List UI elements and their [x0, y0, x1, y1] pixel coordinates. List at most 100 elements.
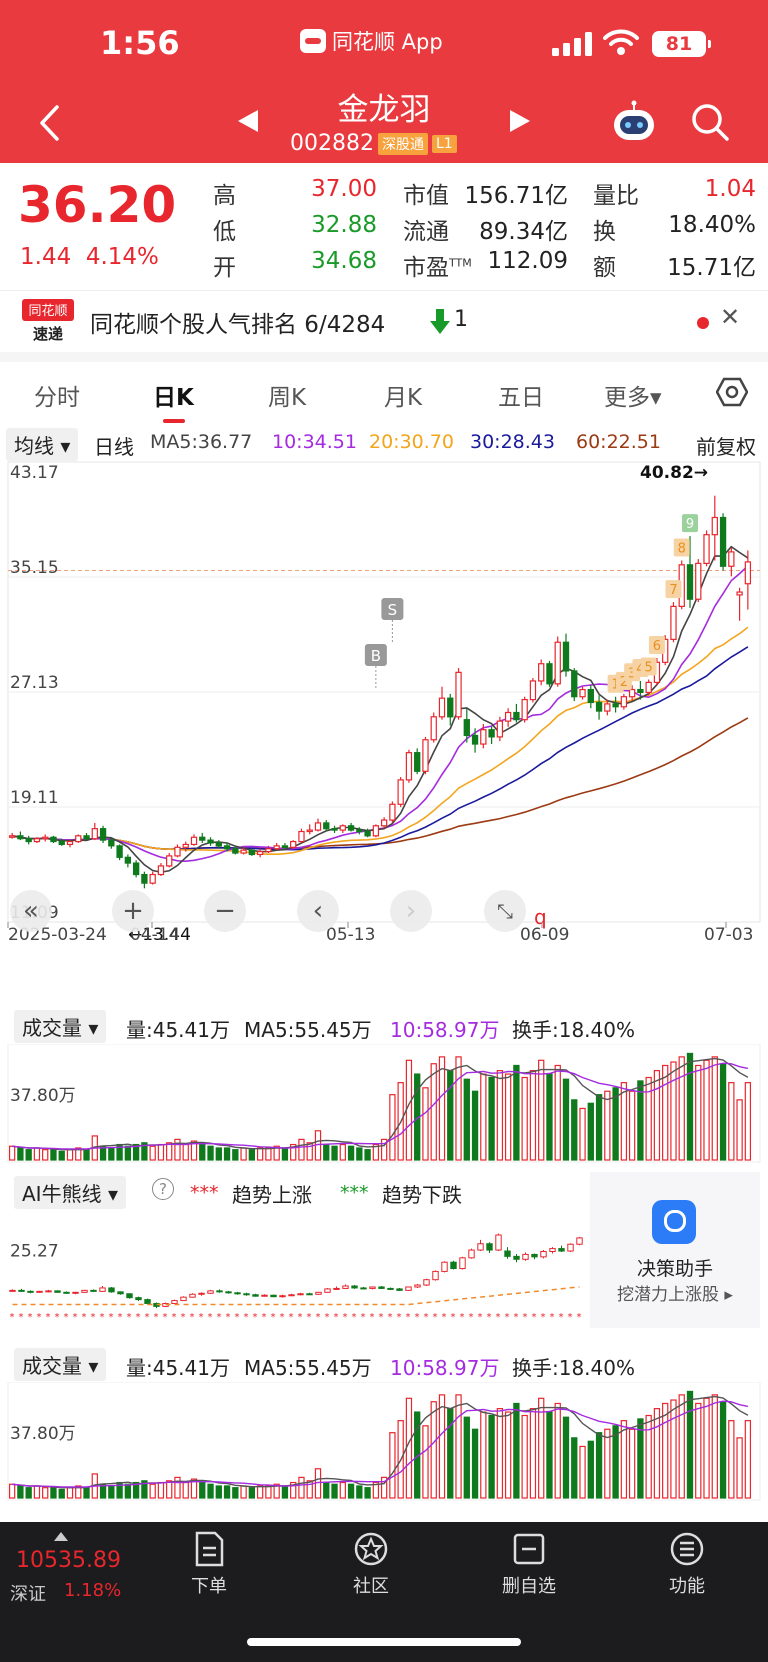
tab-more[interactable]: 更多▾: [604, 385, 662, 411]
nav-order[interactable]: 下单: [164, 1530, 254, 1598]
volume-bar: [612, 1425, 619, 1499]
candle-body: [628, 688, 636, 698]
settings-hex-icon[interactable]: [716, 376, 748, 408]
mcap-value: 156.71亿: [464, 183, 568, 209]
volume-bar: [256, 1485, 264, 1499]
status-time: 1:56: [100, 24, 180, 62]
ai-bull-bear-chart[interactable]: 25.27 * * * * * * * * * * * * * * * * * * * * * * * * * * * * * * * * * * *…: [0, 1210, 590, 1328]
ai-trend-mark: *: [496, 1312, 501, 1323]
nav-functions[interactable]: 功能: [642, 1530, 732, 1598]
nav-community[interactable]: 社区: [326, 1530, 416, 1598]
ai-selector[interactable]: AI牛熊线 ▾: [14, 1176, 126, 1209]
ai-trend-mark: *: [469, 1312, 474, 1323]
ai-candle-body: [81, 1289, 88, 1293]
arrow-down-icon: [430, 309, 450, 334]
ai-trend-mark: *: [91, 1312, 96, 1323]
chart-grid: [8, 570, 760, 808]
app-logo-icon: [300, 29, 326, 53]
decision-assistant-card[interactable]: 决策助手 挖潜力上涨股 ▸: [590, 1172, 760, 1328]
volume-bar: [323, 1481, 330, 1499]
volume-ma5-line: [12, 1395, 749, 1489]
volume-bar: [471, 1428, 479, 1499]
max-price-label: 40.82→: [640, 463, 708, 483]
tab-weekly-k[interactable]: 周K: [268, 385, 307, 411]
ai-trend-mark: *: [460, 1312, 465, 1323]
volume-bar: [141, 1480, 148, 1499]
zoom-in-button[interactable]: +: [112, 890, 154, 932]
ai-trend-mark: *: [550, 1312, 555, 1323]
volume-bar: [356, 1147, 363, 1161]
ai-candle-body: [567, 1243, 574, 1252]
volume-chart-2[interactable]: 37.80万: [0, 1382, 768, 1504]
scroll-right-button[interactable]: ›: [390, 890, 432, 932]
tab-daily-k[interactable]: 日K: [153, 385, 194, 411]
candle-body: [273, 845, 280, 850]
candle-body: [612, 703, 619, 708]
volume-bar: [587, 1102, 594, 1161]
buy-marker-box: [364, 644, 387, 666]
candle-body: [190, 836, 198, 846]
ai-candle-body: [396, 1288, 403, 1291]
tab-monthly-k[interactable]: 月K: [384, 385, 423, 411]
candle-body: [75, 835, 82, 843]
volume-bar: [132, 1143, 140, 1161]
ai-trend-mark: *: [235, 1312, 240, 1323]
candle-body: [108, 839, 115, 847]
volume-bar: [579, 1445, 586, 1499]
next-stock-button[interactable]: [510, 110, 530, 132]
volume-bar: [728, 1082, 735, 1161]
ai-candle-body: [45, 1290, 52, 1293]
close-icon[interactable]: ✕: [720, 303, 741, 331]
ai-candle-body: [477, 1243, 484, 1251]
volume-bar: [744, 1082, 752, 1161]
ai-candle-body: [378, 1286, 385, 1289]
prev-stock-button[interactable]: [238, 110, 258, 132]
volume-bar: [33, 1147, 41, 1161]
ma-selector[interactable]: 均线 ▾: [6, 428, 79, 461]
tab-five-day[interactable]: 五日: [498, 385, 544, 411]
robot-assistant-icon[interactable]: [610, 100, 658, 144]
ai-candle-body: [333, 1287, 340, 1290]
index-value[interactable]: 10535.89: [16, 1548, 121, 1573]
ai-candle-body: [270, 1294, 277, 1298]
candle-body: [83, 835, 90, 840]
decision-assistant-subtitle: 挖潜力上涨股 ▸: [617, 1285, 733, 1305]
candle-body: [42, 836, 49, 840]
volume-bar: [25, 1149, 32, 1161]
notification-dot: [697, 317, 709, 329]
search-icon[interactable]: [690, 102, 730, 142]
volume-bar: [232, 1149, 239, 1161]
candle-body: [546, 663, 553, 685]
volume-bar: [240, 1485, 247, 1499]
zoom-out-button[interactable]: −: [204, 890, 246, 932]
ai-trend-mark: *: [109, 1312, 114, 1323]
back-icon[interactable]: [38, 104, 60, 142]
adjust-mode[interactable]: 前复权: [696, 435, 756, 459]
candle-body: [554, 641, 561, 685]
scroll-left-button[interactable]: ‹: [297, 890, 339, 932]
candle-body: [281, 845, 289, 848]
volume-bar: [58, 1150, 65, 1161]
volume-selector-2[interactable]: 成交量 ▾: [14, 1348, 107, 1381]
fullscreen-button[interactable]: ⤡: [484, 890, 526, 932]
candle-body: [521, 698, 528, 721]
ai-candle-body: [315, 1291, 322, 1295]
volume-bar: [157, 1481, 165, 1499]
volume-chart-1[interactable]: 37.80万: [0, 1044, 768, 1166]
tab-intraday[interactable]: 分时: [34, 385, 80, 411]
candle-body: [414, 752, 421, 772]
zoom-out-full-button[interactable]: «: [10, 890, 52, 932]
cell-signal-icon: [552, 32, 592, 56]
nav-remove-watchlist[interactable]: 删自选: [484, 1530, 574, 1598]
ai-candle-body: [180, 1296, 187, 1302]
ai-candle-body: [198, 1292, 205, 1295]
help-icon[interactable]: ?: [152, 1178, 174, 1200]
volume-selector[interactable]: 成交量 ▾: [14, 1010, 107, 1043]
volume-bar: [662, 1064, 669, 1161]
candle-body: [695, 562, 702, 600]
popularity-banner[interactable]: 同花顺 速递 同花顺个股人气排名 6/4284 1 ✕: [0, 290, 768, 354]
ai-trend-mark: *: [46, 1312, 51, 1323]
home-indicator: [247, 1638, 521, 1646]
ai-trend-mark: *: [199, 1312, 204, 1323]
